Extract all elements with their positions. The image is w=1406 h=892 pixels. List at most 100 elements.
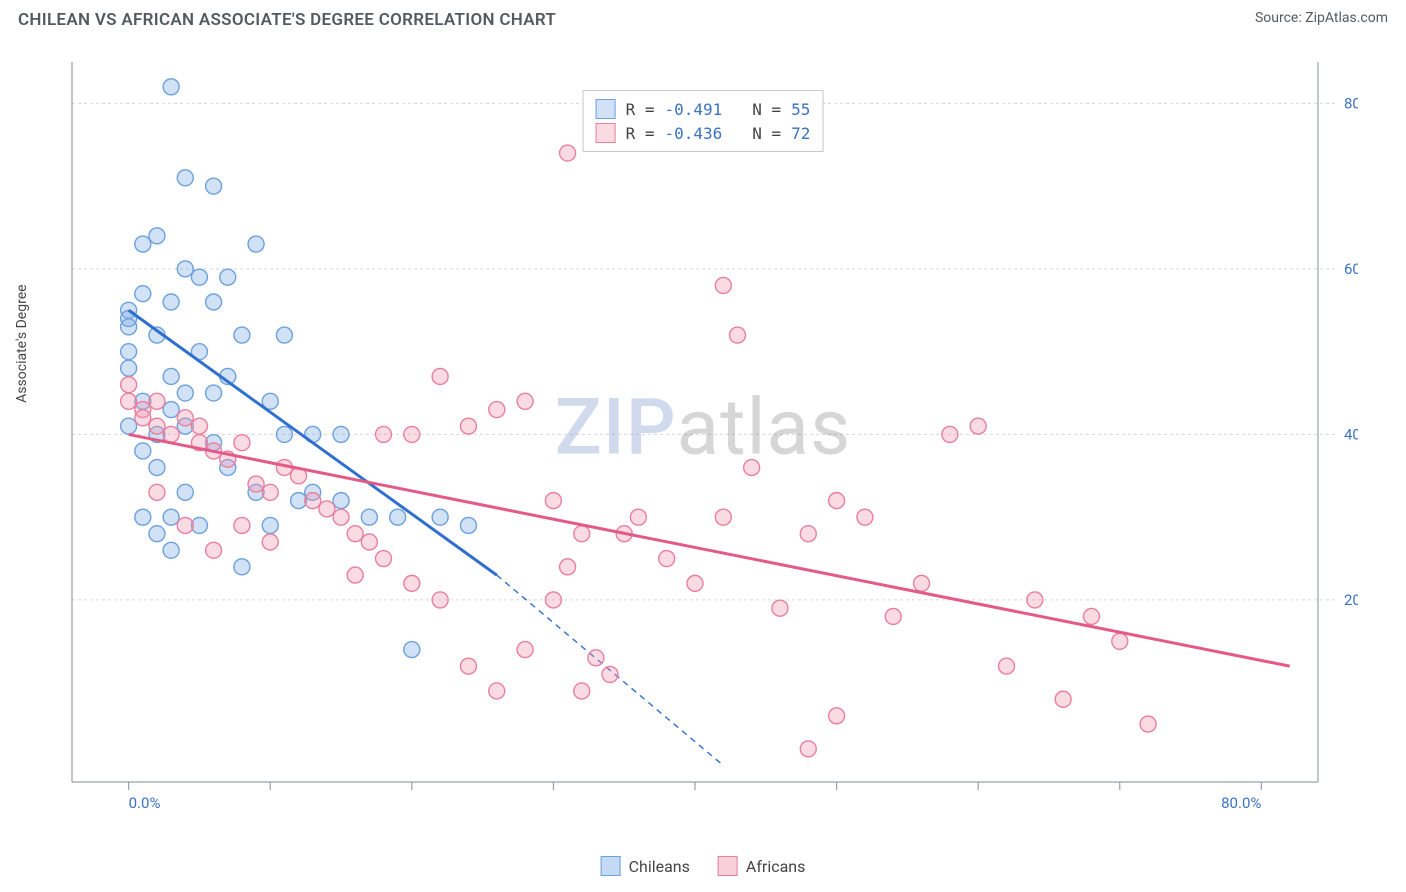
data-point [914, 575, 930, 591]
data-point [432, 368, 448, 384]
data-point [149, 228, 165, 244]
data-point [545, 493, 561, 509]
y-tick-label: 80.0% [1344, 94, 1358, 112]
n-label: N = [752, 100, 781, 119]
data-point [163, 509, 179, 525]
data-point [177, 385, 193, 401]
data-point [276, 327, 292, 343]
legend-swatch [601, 856, 621, 876]
data-point [630, 509, 646, 525]
scatter-chart: 20.0%40.0%60.0%80.0%0.0%80.0% [18, 42, 1358, 832]
data-point [460, 418, 476, 434]
data-point [135, 443, 151, 459]
y-axis-label: Associate's Degree [14, 284, 30, 402]
data-point [234, 327, 250, 343]
data-point [517, 642, 533, 658]
data-point [163, 368, 179, 384]
data-point [729, 327, 745, 343]
data-point [517, 393, 533, 409]
data-point [149, 460, 165, 476]
data-point [1140, 716, 1156, 732]
data-point [1083, 608, 1099, 624]
data-point [206, 294, 222, 310]
data-point [177, 261, 193, 277]
data-point [149, 526, 165, 542]
stats-legend: R =-0.491N =55R =-0.436N =72 [583, 90, 824, 152]
trend-line [129, 310, 497, 575]
data-point [149, 484, 165, 500]
data-point [885, 608, 901, 624]
data-point [489, 683, 505, 699]
r-value: -0.491 [664, 100, 722, 119]
data-point [333, 509, 349, 525]
data-point [234, 559, 250, 575]
r-label: R = [626, 124, 655, 143]
data-point [857, 509, 873, 525]
data-point [319, 501, 335, 517]
data-point [574, 683, 590, 699]
x-tick-label: 80.0% [1221, 794, 1261, 812]
data-point [376, 551, 392, 567]
data-point [715, 277, 731, 293]
chart-title: CHILEAN VS AFRICAN ASSOCIATE'S DEGREE CO… [18, 10, 556, 30]
trend-line [129, 434, 1290, 666]
legend-swatch [718, 856, 738, 876]
data-point [121, 360, 137, 376]
data-point [121, 418, 137, 434]
data-point [829, 493, 845, 509]
data-point [999, 658, 1015, 674]
x-tick-label: 0.0% [129, 794, 161, 812]
data-point [376, 426, 392, 442]
data-point [234, 517, 250, 533]
data-point [191, 418, 207, 434]
data-point [177, 410, 193, 426]
data-point [347, 567, 363, 583]
source-attribution: Source: ZipAtlas.com [1255, 10, 1388, 26]
data-point [206, 542, 222, 558]
series-chileans [121, 79, 724, 766]
data-point [942, 426, 958, 442]
source-link[interactable]: ZipAtlas.com [1305, 10, 1388, 26]
data-point [390, 509, 406, 525]
n-value: 55 [791, 100, 810, 119]
data-point [121, 319, 137, 335]
r-label: R = [626, 100, 655, 119]
stats-row: R =-0.436N =72 [596, 121, 811, 145]
data-point [361, 509, 377, 525]
data-point [715, 509, 731, 525]
data-point [333, 493, 349, 509]
legend-label: Chileans [629, 857, 690, 876]
data-point [659, 551, 675, 567]
data-point [1055, 691, 1071, 707]
data-point [262, 534, 278, 550]
legend-item: Chileans [601, 856, 690, 876]
data-point [135, 410, 151, 426]
data-point [163, 294, 179, 310]
data-point [163, 402, 179, 418]
data-point [248, 236, 264, 252]
data-point [163, 542, 179, 558]
data-point [305, 493, 321, 509]
stats-row: R = -0.491 N = 55 [596, 97, 811, 121]
r-value: -0.436 [664, 124, 722, 143]
data-point [262, 517, 278, 533]
data-point [149, 393, 165, 409]
y-tick-label: 60.0% [1344, 260, 1358, 278]
series-legend: ChileansAfricans [601, 856, 806, 876]
data-point [800, 741, 816, 757]
data-point [772, 600, 788, 616]
data-point [206, 178, 222, 194]
data-point [460, 658, 476, 674]
data-point [404, 426, 420, 442]
data-point [460, 517, 476, 533]
data-point [262, 484, 278, 500]
data-point [1112, 633, 1128, 649]
data-point [432, 592, 448, 608]
data-point [206, 385, 222, 401]
data-point [970, 418, 986, 434]
data-point [560, 559, 576, 575]
data-point [404, 642, 420, 658]
data-point [588, 650, 604, 666]
data-point [361, 534, 377, 550]
data-point [135, 236, 151, 252]
